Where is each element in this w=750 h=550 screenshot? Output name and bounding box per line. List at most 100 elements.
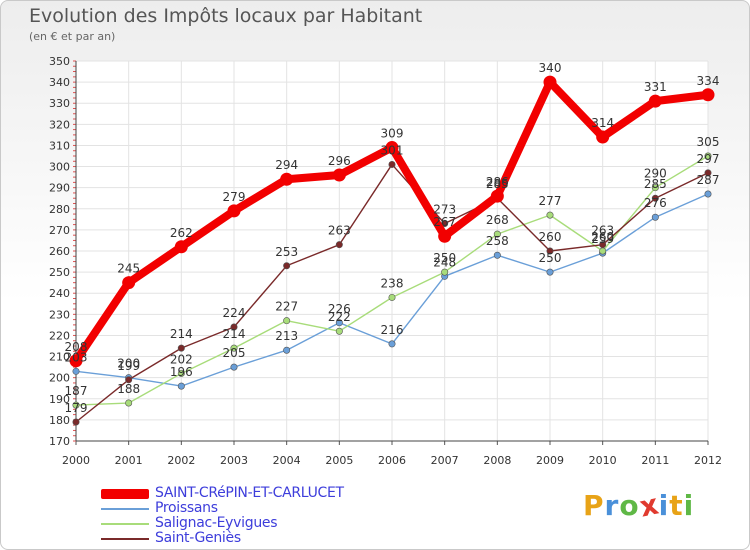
y-tick-label: 200: [49, 372, 70, 385]
data-label: 179: [65, 401, 88, 415]
data-point: [599, 241, 607, 249]
data-label: 222: [328, 310, 351, 324]
y-tick-label: 240: [49, 287, 70, 300]
data-label: 305: [697, 135, 720, 149]
proxiti-logo: Proxiti: [583, 487, 694, 523]
legend-item-salignac: Salignac-Eyvigues: [101, 515, 344, 531]
data-point: [125, 399, 133, 407]
data-point: [546, 211, 554, 219]
data-point: [438, 229, 452, 243]
data-point: [72, 401, 80, 409]
data-point: [335, 241, 343, 249]
data-labels: 203 200 196 205 213 226 216 248 258 250 259 276 287 1…: [65, 61, 720, 415]
data-label: 263: [328, 224, 351, 238]
y-tick-label: 310: [49, 139, 70, 152]
data-point: [596, 130, 610, 144]
legend-swatch-saint-genies: [101, 537, 149, 540]
data-point: [177, 344, 185, 352]
data-point: [493, 251, 501, 259]
data-label: 334: [697, 74, 720, 88]
data-point: [701, 88, 715, 102]
legend-item-proissans: Proissans: [101, 500, 344, 516]
data-label: 224: [223, 306, 246, 320]
data-point: [543, 75, 557, 89]
x-tick-label: 2012: [694, 454, 722, 467]
data-label: 253: [275, 245, 298, 259]
y-tick-label: 250: [49, 266, 70, 279]
data-label: 314: [591, 116, 614, 130]
data-label: 276: [644, 196, 667, 210]
data-label: 258: [486, 234, 509, 248]
data-point: [704, 169, 712, 177]
data-label: 187: [65, 384, 88, 398]
legend-label-salignac: Salignac-Eyvigues: [155, 515, 278, 531]
y-tick-label: 290: [49, 182, 70, 195]
y-tick-label: 170: [49, 435, 70, 448]
data-label: 260: [591, 230, 614, 244]
data-label: 279: [223, 190, 246, 204]
x-tick-label: 2002: [167, 454, 195, 467]
chart-subtitle: (en € et par an): [29, 30, 116, 43]
y-tick-label: 230: [49, 308, 70, 321]
legend-item-saint-genies: Saint-Geniès: [101, 530, 344, 546]
data-label: 203: [65, 350, 88, 364]
data-label: 248: [433, 255, 456, 269]
data-label: 226: [328, 302, 351, 316]
data-point: [648, 94, 662, 108]
data-point: [493, 230, 501, 238]
data-label: 199: [117, 359, 140, 373]
y-tick-label: 180: [49, 414, 70, 427]
data-label: 277: [539, 194, 562, 208]
y-tick-label: 210: [49, 351, 70, 364]
data-point: [283, 346, 291, 354]
data-point: [230, 344, 238, 352]
logo-letter: t: [669, 489, 684, 522]
x-tick-label: 2001: [115, 454, 143, 467]
legend-swatch-salignac: [101, 522, 149, 525]
y-tick-label: 270: [49, 224, 70, 237]
data-label: 262: [170, 226, 193, 240]
data-label: 214: [223, 327, 246, 341]
data-label: 263: [591, 224, 614, 238]
logo-letter: r: [604, 489, 620, 522]
y-tick-label: 340: [49, 76, 70, 89]
data-point: [177, 369, 185, 377]
legend-swatch-proissans: [101, 507, 149, 510]
chart-title: Evolution des Impôts locaux par Habitant: [29, 5, 423, 27]
data-label: 285: [486, 177, 509, 191]
data-label: 250: [433, 251, 456, 265]
data-label: 294: [275, 158, 298, 172]
data-label: 259: [591, 232, 614, 246]
x-tick-label: 2011: [641, 454, 669, 467]
data-label: 301: [381, 143, 404, 157]
data-label: 227: [275, 300, 298, 314]
y-tick-label: 260: [49, 245, 70, 258]
data-point: [177, 382, 185, 390]
x-tick-label: 2007: [431, 454, 459, 467]
y-tick-label: 330: [49, 97, 70, 110]
data-label: 250: [539, 251, 562, 265]
data-label: 196: [170, 365, 193, 379]
y-tick-label: 300: [49, 161, 70, 174]
data-point: [704, 190, 712, 198]
legend-label-saint-crepin: SAINT-CRéPIN-ET-CARLUCET: [155, 485, 344, 501]
data-point: [388, 340, 396, 348]
legend-item-saint-crepin: SAINT-CRéPIN-ET-CARLUCET: [101, 485, 344, 501]
data-label: 188: [117, 382, 140, 396]
legend-label-proissans: Proissans: [155, 500, 218, 516]
data-point: [388, 160, 396, 168]
data-label: 267: [433, 215, 456, 229]
data-label: 273: [433, 203, 456, 217]
data-label: 245: [117, 262, 140, 276]
legend-label-saint-genies: Saint-Geniès: [155, 530, 241, 546]
data-point: [385, 141, 399, 155]
data-point: [651, 213, 659, 221]
x-tick-label: 2004: [273, 454, 301, 467]
data-label: 285: [644, 177, 667, 191]
data-label: 216: [381, 323, 404, 337]
data-label: 213: [275, 329, 298, 343]
x-tick-label: 2005: [325, 454, 353, 467]
x-tick-label: 2009: [536, 454, 564, 467]
data-label: 205: [223, 346, 246, 360]
x-tick-label: 2000: [62, 454, 90, 467]
